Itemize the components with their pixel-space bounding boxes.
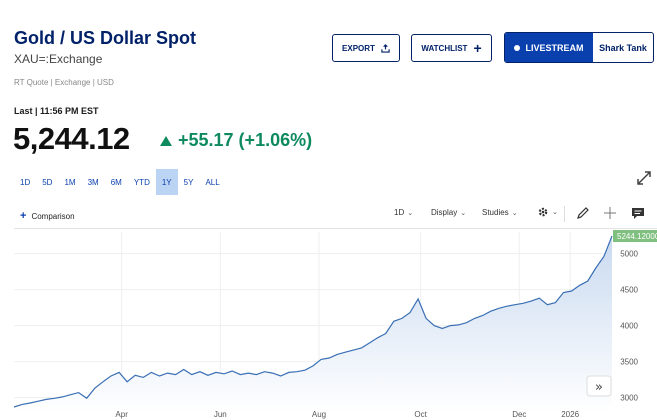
range-ytd[interactable]: YTD [133, 177, 150, 187]
range-1y[interactable]: 1Y [155, 169, 178, 195]
livestream-label: LIVESTREAM [525, 42, 584, 53]
x-tick-label: Jun [214, 410, 227, 419]
y-tick-label: 5000 [620, 250, 638, 259]
price-chart[interactable]: 3000 3500 4000 4500 5000 Apr Jun Aug Oct Dec 2026… [0, 228, 657, 420]
x-tick-label: Oct [414, 410, 427, 419]
last-price-tag [613, 230, 657, 243]
studies-label: Studies [482, 208, 509, 217]
plus-icon: + [473, 40, 482, 56]
last-price-tag-label: 5244.12000 [617, 232, 657, 241]
range-6m[interactable]: 6M [110, 177, 122, 187]
range-all[interactable]: ALL [205, 177, 220, 187]
range-1d[interactable]: 1D [20, 177, 31, 187]
toolbar-divider-line [14, 228, 657, 229]
chevron-down-icon: ⌄ [552, 209, 558, 216]
x-tick-label: Dec [512, 410, 526, 419]
range-selector: 1D 5D 1M 3M 6M YTD 1Y 5Y ALL [14, 169, 226, 195]
studies-dropdown[interactable]: Studies ⌄ [482, 208, 518, 217]
symbol-label: XAU=:Exchange [14, 52, 103, 66]
price-line [13, 235, 613, 408]
range-1m[interactable]: 1M [64, 177, 76, 187]
last-price: 5,244.12 [13, 121, 130, 156]
last-trade-time: Last | 11:56 PM EST [14, 106, 99, 116]
price-change: +55.17 (+1.06%) [160, 130, 312, 151]
quote-meta: RT Quote | Exchange | USD [14, 78, 114, 87]
pencil-icon[interactable] [576, 206, 590, 220]
watchlist-button[interactable]: WATCHLIST + [411, 34, 492, 62]
double-chevron-right-icon: » [595, 380, 603, 395]
range-5y[interactable]: 5Y [183, 177, 194, 187]
range-5d[interactable]: 5D [42, 177, 53, 187]
up-arrow-icon [160, 135, 172, 146]
comparison-button[interactable]: + Comparison [20, 210, 75, 222]
toolbar-divider [564, 206, 565, 222]
settings-dropdown[interactable]: ⌄ [537, 206, 558, 218]
comment-icon[interactable] [631, 206, 645, 220]
display-dropdown[interactable]: Display ⌄ [431, 208, 466, 217]
livestream-widget[interactable]: LIVESTREAM Shark Tank [504, 32, 654, 63]
x-tick-label: 2026 [561, 410, 579, 419]
display-label: Display [431, 208, 458, 217]
y-tick-label: 3500 [620, 358, 638, 367]
y-tick-label: 3000 [620, 394, 638, 403]
y-tick-label: 4000 [620, 322, 638, 331]
export-button[interactable]: EXPORT [332, 34, 400, 62]
x-tick-label: Aug [312, 410, 326, 419]
page-title: Gold / US Dollar Spot [14, 28, 197, 48]
chevron-down-icon: ⌄ [460, 209, 467, 217]
share-icon [381, 43, 390, 53]
watchlist-label: WATCHLIST [421, 43, 468, 53]
gear-icon [538, 207, 548, 217]
price-change-value: +55.17 (+1.06%) [178, 130, 313, 150]
show-name[interactable]: Shark Tank [599, 42, 647, 53]
interval-label: 1D [394, 208, 405, 217]
expand-icon[interactable] [636, 170, 652, 186]
plus-icon: + [20, 210, 27, 222]
y-tick-label: 4500 [620, 286, 638, 295]
comparison-label: Comparison [31, 211, 75, 221]
price-area [14, 236, 612, 412]
x-tick-label: Apr [115, 410, 128, 419]
interval-dropdown[interactable]: 1D ⌄ [394, 208, 413, 217]
range-3m[interactable]: 3M [87, 177, 99, 187]
live-dot-icon [514, 44, 521, 51]
export-label: EXPORT [342, 43, 375, 53]
scroll-forward-button[interactable]: » [586, 375, 612, 397]
chevron-down-icon: ⌄ [511, 209, 518, 217]
livestream-button[interactable]: LIVESTREAM [505, 33, 593, 62]
crosshair-icon[interactable] [603, 206, 617, 220]
chevron-down-icon: ⌄ [407, 209, 414, 217]
